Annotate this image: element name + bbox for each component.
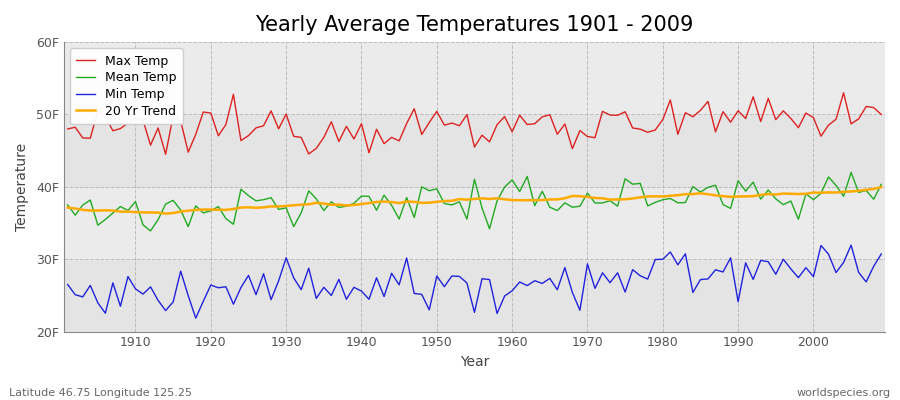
- Max Temp: [838, 90, 849, 95]
- Max Temp: [514, 113, 525, 118]
- Max Temp: [341, 124, 352, 129]
- Legend: Max Temp, Mean Temp, Min Temp, 20 Yr Trend: Max Temp, Mean Temp, Min Temp, 20 Yr Tre…: [70, 48, 183, 124]
- Min Temp: [605, 280, 616, 285]
- Min Temp: [507, 288, 517, 293]
- Mean Temp: [605, 198, 616, 203]
- Bar: [64, 42, 885, 114]
- Max Temp: [160, 152, 171, 157]
- Max Temp: [605, 113, 616, 118]
- 20 Yr Trend: [876, 185, 886, 190]
- Min Temp: [846, 243, 857, 248]
- Text: worldspecies.org: worldspecies.org: [796, 388, 891, 398]
- Max Temp: [122, 121, 133, 126]
- Min Temp: [341, 297, 352, 302]
- 20 Yr Trend: [514, 198, 525, 203]
- 20 Yr Trend: [160, 211, 171, 216]
- Mean Temp: [507, 178, 517, 182]
- Bar: [64, 259, 885, 332]
- Y-axis label: Temperature: Temperature: [15, 143, 29, 231]
- Mean Temp: [122, 208, 133, 213]
- 20 Yr Trend: [62, 205, 73, 210]
- Mean Temp: [846, 170, 857, 175]
- Min Temp: [62, 282, 73, 287]
- Min Temp: [191, 316, 202, 320]
- Max Temp: [507, 130, 517, 134]
- Line: Min Temp: Min Temp: [68, 245, 881, 318]
- Line: Max Temp: Max Temp: [68, 93, 881, 154]
- Max Temp: [296, 135, 307, 140]
- 20 Yr Trend: [122, 209, 133, 214]
- 20 Yr Trend: [507, 198, 517, 202]
- X-axis label: Year: Year: [460, 355, 490, 369]
- Line: 20 Yr Trend: 20 Yr Trend: [68, 187, 881, 214]
- Min Temp: [876, 252, 886, 256]
- Max Temp: [62, 126, 73, 131]
- Mean Temp: [145, 228, 156, 233]
- Min Temp: [514, 280, 525, 284]
- 20 Yr Trend: [296, 202, 307, 207]
- Title: Yearly Average Temperatures 1901 - 2009: Yearly Average Temperatures 1901 - 2009: [256, 15, 694, 35]
- 20 Yr Trend: [605, 197, 616, 202]
- Bar: [64, 187, 885, 259]
- Mean Temp: [62, 202, 73, 207]
- Mean Temp: [296, 210, 307, 215]
- Mean Temp: [514, 189, 525, 194]
- Max Temp: [876, 112, 886, 117]
- Min Temp: [296, 287, 307, 292]
- Mean Temp: [876, 182, 886, 187]
- Text: Latitude 46.75 Longitude 125.25: Latitude 46.75 Longitude 125.25: [9, 388, 192, 398]
- 20 Yr Trend: [341, 203, 352, 208]
- Bar: [64, 114, 885, 187]
- Mean Temp: [341, 204, 352, 208]
- Line: Mean Temp: Mean Temp: [68, 172, 881, 231]
- Min Temp: [122, 274, 133, 279]
